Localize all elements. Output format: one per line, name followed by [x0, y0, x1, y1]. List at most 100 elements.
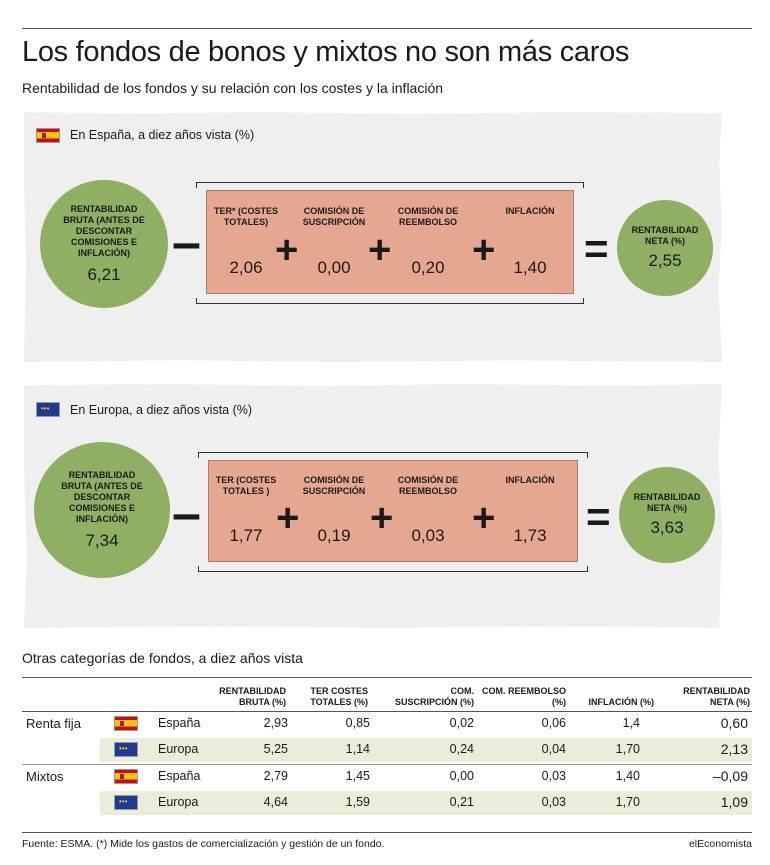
spain-net-return-value: 2,55 [648, 251, 682, 270]
europe-inflation: INFLACIÓN 1,73 [490, 475, 570, 545]
spain-bracket-bottom [196, 298, 584, 304]
footer-rule [22, 832, 752, 833]
spain-flag-icon [114, 716, 138, 731]
spain-gross-return-label: RENTABILIDAD BRUTA (ANTES DE DESCONTAR C… [63, 203, 145, 258]
spain-inflation-label: INFLACIÓN [505, 206, 555, 216]
cell-gross: 5,25 [263, 742, 288, 756]
europe-subscription: COMISIÓN DE SUSCRIPCIÓN 0,19 [294, 475, 374, 545]
europe-subscription-label: COMISIÓN DE SUSCRIPCIÓN [302, 475, 366, 496]
cell-gross: 4,64 [263, 795, 288, 809]
table-top-rule [22, 677, 752, 678]
cell-net: 0,60 [720, 715, 748, 731]
cell-ter: 1,14 [345, 742, 370, 756]
spain-section-label: En España, a diez años vista (%) [70, 128, 255, 142]
plus-sign: + [370, 496, 394, 540]
cell-net: 1,09 [720, 794, 748, 810]
brand-logo: elEconomista [688, 838, 752, 850]
cell-inflation: 1,70 [615, 742, 640, 756]
header-redemption: COM. REEMBOLSO (%) [481, 686, 566, 707]
cell-redemption: 0,06 [541, 716, 566, 730]
cell-redemption: 0,03 [541, 795, 566, 809]
spain-flag-icon [114, 769, 138, 784]
spain-redemption-value: 0,20 [411, 258, 445, 277]
header-subscription: COM. SUSCRIPCIÓN (%) [394, 686, 474, 707]
cell-ter: 1,59 [345, 795, 370, 809]
spain-flag-icon [36, 128, 60, 143]
spain-gross-return-value: 6,21 [87, 264, 121, 284]
plus-sign: + [276, 496, 300, 540]
eu-flag-icon [114, 742, 138, 757]
page-title: Los fondos de bonos y mixtos no son más … [22, 36, 630, 68]
cell-gross: 2,79 [263, 769, 288, 783]
cell-inflation: 1,4 [622, 716, 640, 730]
row-region: España [158, 769, 201, 783]
europe-redemption-value: 0,03 [411, 526, 445, 545]
cell-subscription: 0,24 [449, 742, 474, 756]
cell-subscription: 0,02 [449, 716, 474, 730]
europe-ter-value: 1,77 [229, 526, 263, 545]
cell-redemption: 0,03 [541, 769, 566, 783]
spain-redemption-label: COMISIÓN DE REEMBOLSO [397, 206, 459, 227]
header-rule [22, 711, 752, 712]
europe-redemption: COMISIÓN DE REEMBOLSO 0,03 [388, 475, 468, 545]
cell-subscription: 0,21 [449, 795, 474, 809]
header-net: RENTABILIDAD NETA (%) [683, 686, 750, 707]
cell-ter: 0,85 [345, 716, 370, 730]
minus-sign: – [172, 485, 201, 543]
spain-ter-label: TER* (COSTES TOTALES) [213, 206, 278, 227]
spain-bracket-top [196, 182, 584, 188]
cell-redemption: 0,04 [541, 742, 566, 756]
minus-sign: – [172, 214, 201, 272]
table-title: Otras categorías de fondos, a diez años … [22, 650, 303, 666]
europe-net-return-value: 3,63 [650, 518, 684, 537]
table-row [100, 791, 752, 815]
page-subtitle: Rentabilidad de los fondos y su relación… [22, 80, 444, 96]
spain-costs-box [206, 190, 574, 294]
spain-ter: TER* (COSTES TOTALES) 2,06 [206, 206, 286, 277]
spain-gross-return-circle: RENTABILIDAD BRUTA (ANTES DE DESCONTAR C… [40, 180, 168, 308]
cell-inflation: 1,70 [615, 795, 640, 809]
cell-subscription: 0,00 [449, 769, 474, 783]
plus-sign: + [472, 228, 496, 272]
spain-net-return-label: RENTABILIDAD NETA (%) [631, 225, 699, 246]
spain-inflation: INFLACIÓN 1,40 [490, 206, 570, 277]
equals-sign: = [586, 493, 611, 540]
spain-subscription-value: 0,00 [317, 258, 351, 277]
row-region: España [158, 716, 201, 730]
cell-net: –0,09 [712, 768, 748, 784]
eu-flag-icon [114, 795, 138, 810]
europe-inflation-value: 1,73 [513, 526, 547, 545]
europe-bracket-bottom [198, 566, 588, 572]
header-inflation: INFLACIÓN (%) [588, 697, 655, 707]
plus-sign: + [275, 228, 299, 272]
europe-bracket-top [198, 452, 588, 458]
source-note: Fuente: ESMA. (*) Mide los gastos de com… [22, 838, 385, 850]
cell-ter: 1,45 [345, 769, 370, 783]
spain-ter-value: 2,06 [229, 258, 263, 277]
spain-redemption: COMISIÓN DE REEMBOLSO 0,20 [388, 206, 468, 277]
group-rule [22, 764, 752, 765]
row-region: Europa [158, 795, 199, 809]
spain-subscription: COMISIÓN DE SUSCRIPCIÓN 0,00 [294, 206, 374, 277]
plus-sign: + [368, 228, 392, 272]
table-row [100, 738, 752, 762]
cell-gross: 2,93 [263, 716, 288, 730]
europe-section-label: En Europa, a diez años vista (%) [70, 403, 253, 417]
europe-ter-label: TER (COSTES TOTALES ) [215, 475, 277, 496]
group-mixed: Mixtos [26, 769, 64, 784]
top-rule [22, 28, 752, 29]
spain-subscription-label: COMISIÓN DE SUSCRIPCIÓN [302, 206, 366, 227]
europe-costs-box [208, 460, 578, 562]
header-ter: TER COSTES TOTALES (%) [310, 686, 368, 707]
plus-sign: + [472, 496, 496, 540]
europe-redemption-label: COMISIÓN DE REEMBOLSO [397, 475, 459, 496]
spain-net-return-circle: RENTABILIDAD NETA (%) 2,55 [617, 200, 713, 296]
europe-gross-return-circle: RENTABILIDAD BRUTA (ANTES DE DESCONTAR C… [34, 442, 170, 578]
europe-subscription-value: 0,19 [317, 526, 351, 545]
header-gross: RENTABILIDAD BRUTA (%) [219, 686, 286, 707]
europe-inflation-label: INFLACIÓN [505, 475, 555, 485]
row-region: Europa [158, 742, 199, 756]
europe-ter: TER (COSTES TOTALES ) 1,77 [206, 475, 286, 545]
cell-net: 2,13 [720, 741, 748, 757]
cell-inflation: 1,40 [615, 769, 640, 783]
